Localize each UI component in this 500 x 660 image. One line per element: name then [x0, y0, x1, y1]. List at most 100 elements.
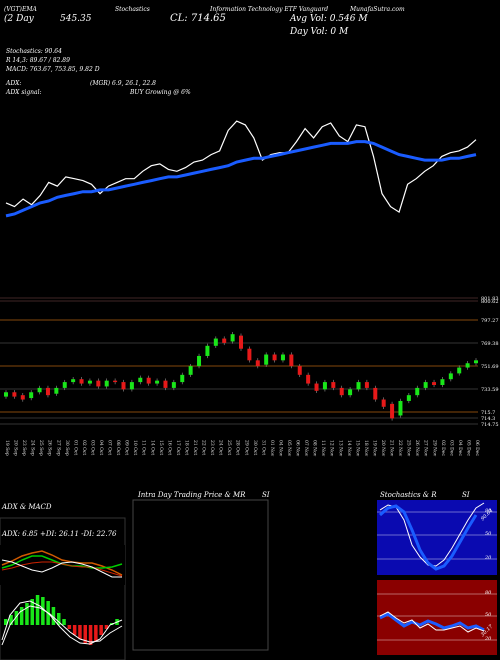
candle-body: [440, 379, 445, 385]
candle-body: [289, 354, 294, 367]
date-label: 27 Sep: [55, 440, 61, 456]
stoch-panel-si: SI: [462, 491, 470, 499]
date-label: 26 Sep: [47, 440, 53, 456]
date-label: 29 Oct: [243, 440, 249, 455]
candle-body: [62, 382, 67, 388]
macd-signal-line: [1, 605, 123, 646]
date-label: 02 Oct: [81, 440, 87, 455]
header-site: MunafaSutra.com: [350, 6, 405, 13]
header-company: Information Technology ETF Vanguard: [210, 6, 329, 13]
header-day-vol: Day Vol: 0 M: [290, 27, 349, 37]
stoch-r-readout: R 14,3: 89.67 / 82.89: [6, 57, 70, 64]
header-stoch-label: Stochastics: [115, 6, 150, 13]
date-label: 29 Nov: [431, 440, 437, 457]
price-level-label: 800.62: [481, 299, 499, 305]
adx-macd-panel: [0, 517, 126, 660]
candle-body: [155, 380, 160, 384]
candle-body: [230, 334, 235, 342]
candle-body: [373, 387, 378, 400]
adx-white-line: [1, 559, 122, 578]
date-label: 20 Nov: [380, 440, 386, 457]
price-level-label: 797.27: [481, 318, 499, 324]
header-ema-label: EMA: [22, 6, 37, 13]
price-level-label: 733.59: [481, 387, 499, 393]
candle-body: [415, 387, 420, 396]
macd-bar: [104, 625, 109, 629]
candle-body: [423, 382, 428, 388]
date-label: 26 Nov: [414, 440, 420, 457]
header-price: 545.35: [60, 14, 92, 24]
adx-label: ADX:: [6, 80, 22, 87]
macd-bar: [83, 625, 87, 643]
macd-bar: [41, 597, 45, 625]
date-label: 25 Oct: [226, 440, 232, 455]
candle-body: [171, 382, 176, 388]
date-label: 25 Nov: [406, 440, 412, 457]
candle-body: [247, 348, 252, 361]
date-label: 22 Nov: [397, 440, 403, 457]
candle-body: [121, 382, 126, 390]
candle-body: [280, 354, 285, 361]
header-close: CL: 714.65: [170, 13, 226, 24]
macd-bar: [19, 607, 24, 625]
price-level-label: 714.75: [481, 422, 499, 428]
intraday-panel-title: Intra Day Trading Price & MR: [138, 491, 246, 499]
price-line: [5, 120, 477, 214]
date-label: 07 Nov: [303, 440, 309, 457]
date-label: 31 Oct: [260, 440, 266, 455]
macd-readout: MACD: 763.67, 753.85, 9.82 D: [6, 66, 100, 73]
adx-panel-values: ADX: 6.85 +DI: 26.11 -DI: 22.76: [2, 530, 117, 538]
candle-body: [20, 395, 25, 400]
date-label: 14 Nov: [346, 440, 352, 457]
adx-red-line: [1, 561, 123, 577]
date-label: 17 Oct: [175, 440, 181, 455]
candle-body: [113, 380, 118, 383]
candle-body: [381, 399, 386, 407]
candle-body: [188, 366, 193, 375]
date-label: 27 Nov: [423, 440, 429, 457]
candle-body: [457, 367, 462, 374]
date-label: 23 Sep: [21, 440, 27, 456]
candle-body: [356, 382, 361, 390]
date-label: 30 Oct: [252, 440, 258, 455]
macd-line: [1, 600, 123, 645]
date-label: 10 Oct: [132, 440, 138, 455]
macd-bar: [78, 625, 82, 639]
candle-body: [264, 354, 269, 365]
date-label: 18 Oct: [183, 440, 189, 455]
date-label: 24 Sep: [30, 440, 36, 456]
candle-body: [37, 387, 42, 393]
rsi-panel: [377, 580, 497, 655]
price-level-lines: [0, 297, 478, 425]
date-label: 05 Nov: [286, 440, 292, 457]
candle-body: [474, 360, 478, 364]
stoch-label-50: 50: [485, 531, 492, 537]
date-label: 18 Nov: [363, 440, 369, 457]
stoch-label-80: 80: [485, 508, 492, 514]
candle-body: [448, 373, 453, 380]
price-level-label: 715.7: [481, 410, 495, 416]
date-label: 16 Oct: [166, 440, 172, 455]
adx-mgr-readout: (MGR) 6.9, 26.1, 22.8: [90, 80, 156, 87]
adx-orange-line: [1, 550, 123, 576]
stoch-panel-title: Stochastics & R: [380, 491, 437, 499]
date-label: 03 Oct: [89, 440, 95, 455]
price-level-label: 769.38: [481, 341, 499, 347]
candle-body: [197, 355, 202, 367]
date-axis-labels: 19 Sep 20 Sep 23 Sep 24 Sep 25 Sep 26 Sep 27 S…: [4, 440, 480, 457]
rsi-label-80: 80: [485, 590, 492, 596]
date-label: 04 Oct: [98, 440, 104, 455]
macd-bar: [35, 595, 40, 625]
candle-body: [129, 382, 134, 390]
macd-bar: [62, 619, 66, 625]
macd-bar: [25, 603, 29, 625]
price-level-label: 751.69: [481, 364, 499, 370]
candle-body: [71, 379, 76, 383]
candle-body: [213, 338, 218, 346]
macd-bar: [99, 625, 103, 635]
candle-body: [272, 354, 277, 361]
macd-bar: [14, 611, 19, 625]
date-label: 28 Oct: [235, 440, 241, 455]
